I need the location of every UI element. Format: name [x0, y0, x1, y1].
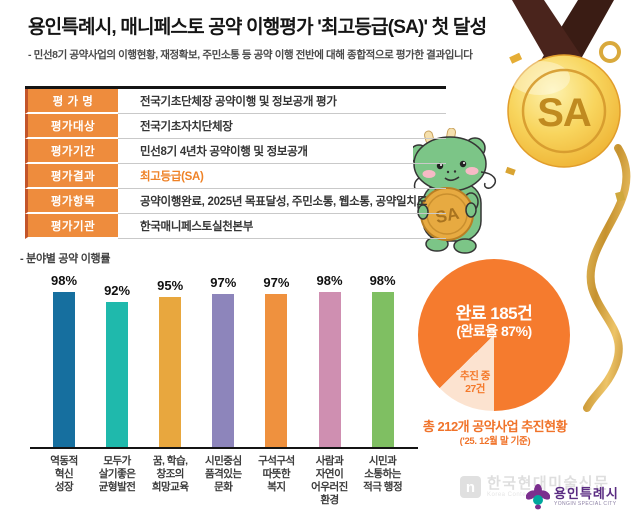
page-subtitle: - 민선8기 공약사업의 이행현황, 재정확보, 주민소통 등 공약 이행 전반… — [28, 49, 473, 61]
medal-ribbon-right — [541, 0, 614, 82]
mascot-foot — [425, 236, 449, 252]
pie-main-label: 완료 185건 — [455, 304, 533, 323]
mascot-whisker — [480, 171, 497, 189]
pie-wedge-label-line2: 27건 — [465, 382, 485, 395]
table-row-label: 평가기관 — [25, 214, 118, 239]
city-logo: 용인특례시 YONGIN SPECIAL CITY — [526, 484, 619, 510]
confetti — [615, 191, 626, 202]
medal-loop — [599, 41, 621, 63]
mascot-mouth — [444, 176, 460, 182]
table-row-value: 전국기초자치단체장 — [118, 114, 446, 139]
mascot-foot — [453, 238, 477, 254]
medal-ribbon-left — [512, 0, 586, 80]
table-row-label: 평가기간 — [25, 139, 118, 164]
mascot-arm — [463, 192, 479, 212]
table-row: 평가항목 공약이행완료, 2025년 목표달성, 주민소통, 웹소통, 공약일치도 — [25, 189, 446, 214]
bar-2 — [106, 302, 129, 447]
mascot-cheek — [465, 167, 479, 175]
press-name: 한국현대미술신문 — [487, 475, 610, 492]
city-emblem-icon — [526, 484, 550, 510]
mascot-eye — [459, 160, 467, 168]
mascot-ear — [464, 137, 486, 159]
bar-chart: 98% 역동적 혁신 성장 92% 모두가 살기좋은 균형발전 95% 꿈, 학습, 창조의 희망교육… — [30, 270, 420, 525]
table-row-value: 한국매니페스토실천본부 — [118, 214, 446, 239]
bar-7 — [371, 292, 394, 447]
bar-chart-axis — [30, 447, 418, 449]
table-row-label: 평 가 명 — [25, 89, 118, 114]
bar-4 — [212, 294, 235, 447]
table-row-value: 최고등급(SA) — [118, 164, 446, 189]
table-row: 평가기간 민선8기 4년차 공약이행 및 정보공개 — [25, 139, 446, 164]
bar-5 — [265, 294, 288, 447]
medal-shine — [510, 61, 570, 95]
bar-chart-title: - 분야별 공약 이행률 — [20, 253, 111, 265]
bar-value-label: 97% — [263, 275, 290, 290]
bar-3 — [159, 297, 182, 447]
press-subname: Korea Conte — [487, 492, 527, 498]
pie-wedge-label-line1: 추진 중 — [460, 370, 490, 382]
bar-category-label: 모두가 살기좋은 균형발전 — [98, 455, 136, 493]
bar-1 — [53, 292, 75, 447]
table-row-label: 평가결과 — [25, 164, 118, 189]
press-logo-icon: n — [460, 476, 481, 498]
table-row-value: 공약이행완료, 2025년 목표달성, 주민소통, 웹소통, 공약일치도 — [118, 189, 446, 214]
table-row: 평 가 명 전국기초단체장 공약이행 및 정보공개 평가 — [25, 89, 446, 114]
mascot-eye-glint — [463, 162, 465, 164]
bar-category-label: 시민과 소통하는 적극 행정 — [363, 455, 403, 493]
pie-footer-title: 총 212개 공약사업 추진현황 — [422, 419, 568, 434]
table-row: 평가대상 전국기초자치단체장 — [25, 114, 446, 139]
table-row-label: 평가항목 — [25, 189, 118, 214]
medal-grade-text: SA — [537, 91, 591, 135]
bar-value-label: 98% — [369, 273, 396, 288]
table-row: 평가기관 한국매니페스토실천본부 — [25, 214, 446, 239]
bar-value-label: 98% — [50, 273, 78, 288]
medal-inner-ring — [521, 68, 607, 154]
table-row-value: 전국기초단체장 공약이행 및 정보공개 평가 — [118, 89, 446, 114]
bar-category-label: 구석구석 따뜻한 복지 — [258, 455, 295, 493]
bar-value-label: 98% — [316, 273, 343, 288]
press-watermark: n 한국현대미술신문 Korea Conte — [460, 476, 609, 498]
table-row: 평가결과 최고등급(SA) — [25, 164, 446, 189]
bar-6 — [318, 292, 341, 447]
gold-streamer — [583, 144, 631, 412]
pie-chart — [418, 259, 570, 411]
bar-value-label: 97% — [210, 275, 237, 290]
mascot-hand — [465, 202, 477, 218]
pie-sub-label: (완료율 87%) — [456, 323, 532, 339]
bar-category-label: 시민중심 품격있는 문화 — [204, 455, 242, 493]
confetti — [509, 52, 523, 64]
bar-value-label: 95% — [157, 278, 184, 293]
table-row-label: 평가대상 — [25, 114, 118, 139]
pie-wedge-label: 추진 중 27건 — [446, 370, 504, 395]
confetti — [528, 94, 538, 103]
bar-category-label: 사람과 자연이 어우러진 환경 — [311, 455, 348, 506]
mascot-nostril — [453, 170, 457, 173]
pie-footer-note: ('25. 12월 말 기준) — [459, 436, 531, 447]
table-row-value: 민선8기 4년차 공약이행 및 정보공개 — [118, 139, 446, 164]
bar-category-label: 역동적 혁신 성장 — [50, 455, 78, 493]
mascot-horn-icon — [445, 128, 457, 143]
bar-category-label: 꿈, 학습, 창조의 희망교육 — [151, 455, 189, 493]
city-name: 용인특례시 — [554, 486, 619, 501]
city-subname: YONGIN SPECIAL CITY — [554, 501, 617, 507]
confetti — [505, 166, 516, 176]
page-title: 용인특례시, 매니페스토 공약 이행평가 '최고등급(SA)' 첫 달성 — [28, 17, 487, 38]
mascot-nostril — [446, 170, 450, 174]
evaluation-table: 평 가 명 전국기초단체장 공약이행 및 정보공개 평가 평가대상 전국기초자치단체장… — [25, 86, 446, 239]
bar-value-label: 92% — [104, 283, 131, 298]
medal-disc — [507, 54, 621, 168]
